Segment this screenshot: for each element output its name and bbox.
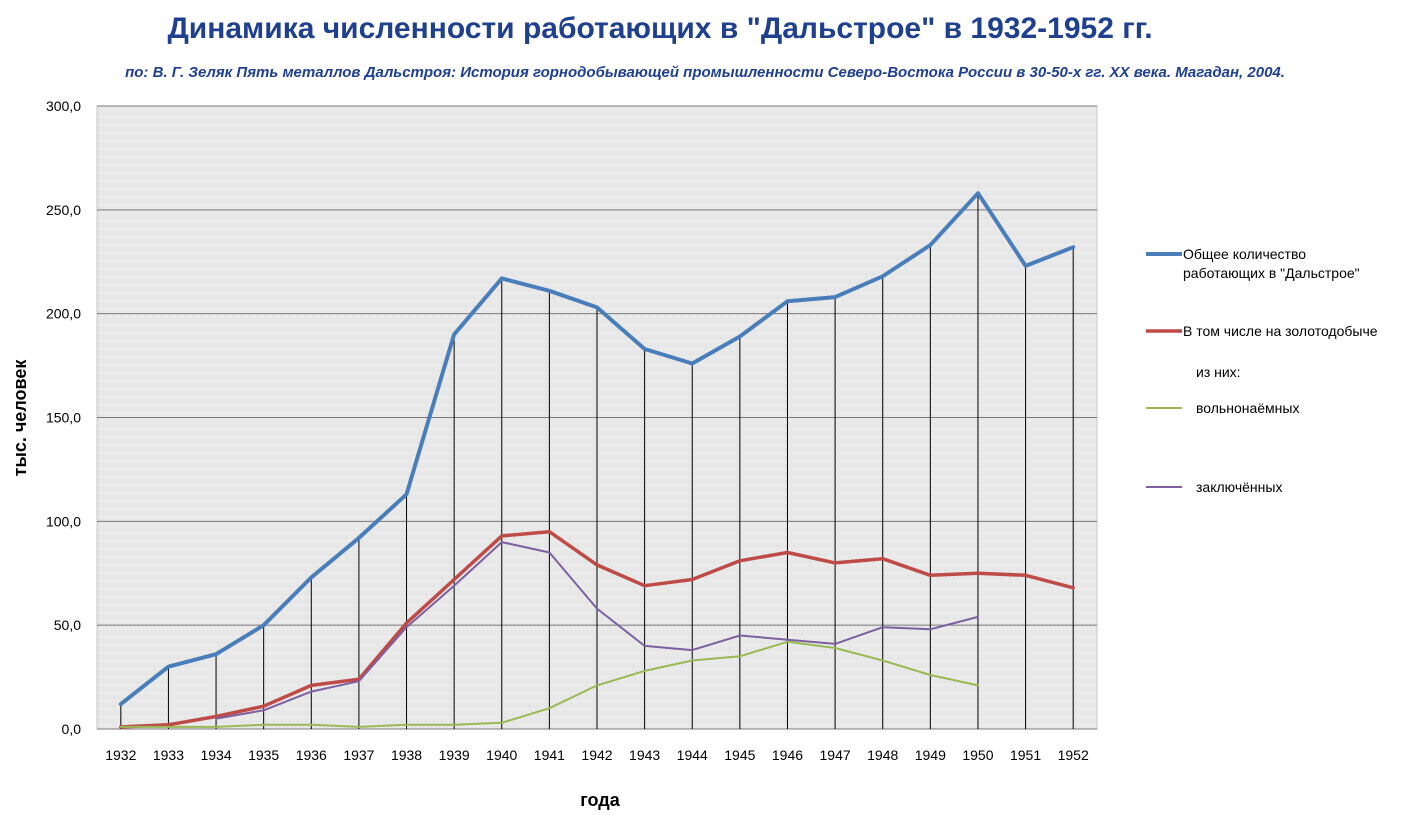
legend-note: из них: <box>1196 364 1241 380</box>
legend-label: Общее количество <box>1183 246 1306 262</box>
y-tick-label: 200,0 <box>46 306 81 322</box>
legend-label: вольнонаёмных <box>1196 400 1299 416</box>
legend: Общее количество работающих в "Дальстрое"… <box>1146 246 1378 495</box>
series-line-4 <box>215 541 979 720</box>
series-line-3 <box>119 640 979 728</box>
x-tick-label: 1938 <box>391 747 422 763</box>
legend-label: В том числе на золотодобыче <box>1183 323 1378 339</box>
x-axis-title: года <box>580 790 620 810</box>
x-tick-label: 1933 <box>153 747 184 763</box>
x-tick-label: 1948 <box>867 747 898 763</box>
x-tick-label: 1945 <box>724 747 755 763</box>
x-tick-label: 1941 <box>534 747 565 763</box>
x-tick-label: 1952 <box>1058 747 1089 763</box>
series-line-2 <box>119 529 1075 729</box>
y-tick-label: 250,0 <box>46 202 81 218</box>
x-tick-label: 1934 <box>200 747 231 763</box>
chart-subtitle: по: В. Г. Зеляк Пять металлов Дальстроя:… <box>125 64 1285 81</box>
y-tick-label: 300,0 <box>46 98 81 114</box>
y-tick-label: 0,0 <box>62 721 82 737</box>
x-tick-label: 1932 <box>105 747 136 763</box>
x-tick-label: 1951 <box>1010 747 1041 763</box>
x-tick-label: 1943 <box>629 747 660 763</box>
x-tick-label: 1947 <box>820 747 851 763</box>
chart-title: Динамика численности работающих в "Дальс… <box>167 12 1153 45</box>
x-tick-label: 1935 <box>248 747 279 763</box>
y-axis-ticks: 0,0 50,0 100,0 150,0 200,0 250,0 300,0 <box>46 98 81 737</box>
x-tick-label: 1946 <box>772 747 803 763</box>
x-tick-label: 1950 <box>962 747 993 763</box>
x-tick-label: 1937 <box>343 747 374 763</box>
series-lines <box>118 191 1076 729</box>
x-tick-label: 1940 <box>486 747 517 763</box>
legend-label: работающих в "Дальстрое" <box>1183 265 1360 281</box>
y-tick-label: 100,0 <box>46 513 81 529</box>
x-tick-label: 1942 <box>581 747 612 763</box>
series-line-1 <box>118 191 1076 707</box>
x-tick-label: 1936 <box>296 747 327 763</box>
x-tick-label: 1949 <box>915 747 946 763</box>
x-tick-label: 1944 <box>677 747 708 763</box>
x-axis-ticks: 1932 1933 1934 1935 1936 1937 1938 1939 1940 1941… <box>105 747 1089 763</box>
y-tick-label: 150,0 <box>46 410 81 426</box>
legend-label: заключённых <box>1196 479 1282 495</box>
year-droplines <box>120 193 1074 729</box>
y-tick-label: 50,0 <box>54 617 81 633</box>
y-axis-title: тыс. человек <box>10 359 30 477</box>
x-tick-label: 1939 <box>439 747 470 763</box>
